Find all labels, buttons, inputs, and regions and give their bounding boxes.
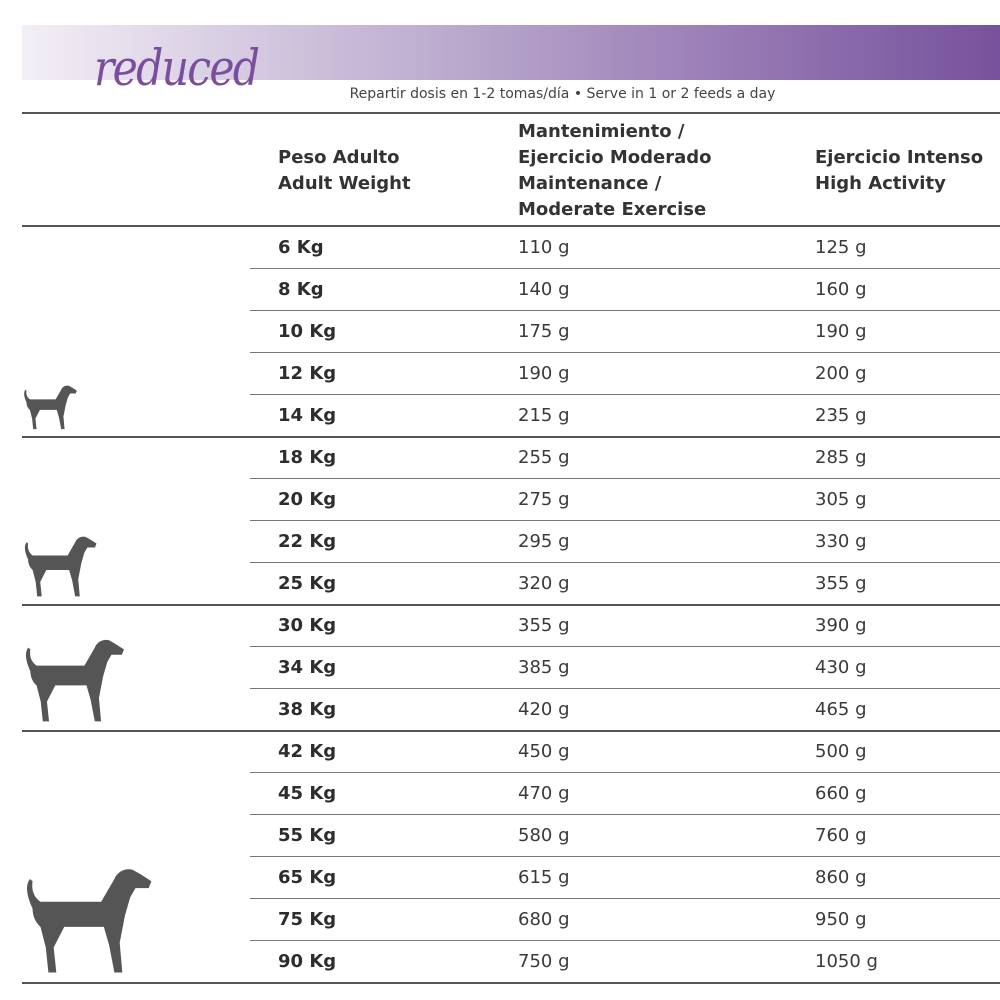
row-weight: 45 Kg [278,783,337,804]
row-divider [250,940,1000,941]
header-top-divider [22,112,1000,114]
row-high-activity-amount: 235 g [815,405,867,426]
row-divider [250,856,1000,857]
header-weight: Peso Adulto Adult Weight [278,145,411,197]
header-maintenance-line: Ejercicio Moderado [518,147,712,168]
row-maintenance-amount: 140 g [518,279,570,300]
row-divider [250,268,1000,269]
row-maintenance-amount: 680 g [518,909,570,930]
header-weight-es: Peso Adulto [278,147,400,168]
row-maintenance-amount: 420 g [518,699,570,720]
row-weight: 20 Kg [278,489,337,510]
row-maintenance-amount: 295 g [518,531,570,552]
giant-dog-icon [27,869,152,973]
row-high-activity-amount: 390 g [815,615,867,636]
row-weight: 42 Kg [278,741,337,762]
header-high-es: Ejercicio Intenso [815,147,984,168]
row-high-activity-amount: 330 g [815,531,867,552]
row-weight: 14 Kg [278,405,337,426]
row-maintenance-amount: 750 g [518,951,570,972]
group-divider [22,604,1000,606]
row-high-activity-amount: 125 g [815,237,867,258]
row-high-activity-amount: 950 g [815,909,867,930]
row-maintenance-amount: 470 g [518,783,570,804]
row-weight: 65 Kg [278,867,337,888]
row-divider [250,352,1000,353]
row-divider [250,394,1000,395]
row-divider [250,688,1000,689]
row-maintenance-amount: 580 g [518,825,570,846]
row-maintenance-amount: 275 g [518,489,570,510]
row-divider [250,898,1000,899]
row-weight: 25 Kg [278,573,337,594]
row-weight: 75 Kg [278,909,337,930]
group-divider [22,436,1000,438]
row-maintenance-amount: 615 g [518,867,570,888]
header-maintenance-line: Moderate Exercise [518,199,707,220]
row-divider [250,562,1000,563]
row-maintenance-amount: 215 g [518,405,570,426]
header-bottom-divider [22,225,1000,227]
row-maintenance-amount: 320 g [518,573,570,594]
header-weight-en: Adult Weight [278,173,411,194]
row-divider [250,646,1000,647]
row-divider [250,520,1000,521]
serving-note: Repartir dosis en 1-2 tomas/día • Serve … [349,86,776,102]
medium-dog-icon [24,536,97,597]
brand-banner: reduced [22,25,1000,97]
row-high-activity-amount: 355 g [815,573,867,594]
row-high-activity-amount: 500 g [815,741,867,762]
group-divider [22,982,1000,984]
header-maintenance-line: Mantenimiento / [518,121,685,142]
row-high-activity-amount: 860 g [815,867,867,888]
row-weight: 22 Kg [278,531,337,552]
row-weight: 10 Kg [278,321,337,342]
row-divider [250,772,1000,773]
row-maintenance-amount: 450 g [518,741,570,762]
header-maintenance-line: Maintenance / [518,173,662,194]
row-high-activity-amount: 660 g [815,783,867,804]
row-maintenance-amount: 190 g [518,363,570,384]
row-weight: 30 Kg [278,615,337,636]
header-maintenance: Mantenimiento / Ejercicio Moderado Maint… [518,119,712,223]
row-divider [250,478,1000,479]
row-high-activity-amount: 1050 g [815,951,878,972]
row-maintenance-amount: 355 g [518,615,570,636]
row-maintenance-amount: 385 g [518,657,570,678]
row-weight: 8 Kg [278,279,324,300]
row-high-activity-amount: 760 g [815,825,867,846]
row-high-activity-amount: 305 g [815,489,867,510]
row-high-activity-amount: 285 g [815,447,867,468]
row-weight: 55 Kg [278,825,337,846]
row-maintenance-amount: 175 g [518,321,570,342]
row-weight: 38 Kg [278,699,337,720]
row-high-activity-amount: 190 g [815,321,867,342]
header-high-activity: Ejercicio Intenso High Activity [815,145,983,197]
header-high-en: High Activity [815,173,946,194]
row-divider [250,310,1000,311]
row-high-activity-amount: 200 g [815,363,867,384]
row-weight: 12 Kg [278,363,337,384]
row-high-activity-amount: 160 g [815,279,867,300]
brand-logo: reduced [94,39,260,97]
row-weight: 6 Kg [278,237,324,258]
row-weight: 18 Kg [278,447,337,468]
large-dog-icon [25,639,124,722]
group-divider [22,730,1000,732]
row-divider [250,814,1000,815]
row-maintenance-amount: 110 g [518,237,570,258]
row-high-activity-amount: 430 g [815,657,867,678]
row-weight: 34 Kg [278,657,337,678]
row-maintenance-amount: 255 g [518,447,570,468]
row-weight: 90 Kg [278,951,337,972]
small-dog-icon [24,385,77,430]
row-high-activity-amount: 465 g [815,699,867,720]
